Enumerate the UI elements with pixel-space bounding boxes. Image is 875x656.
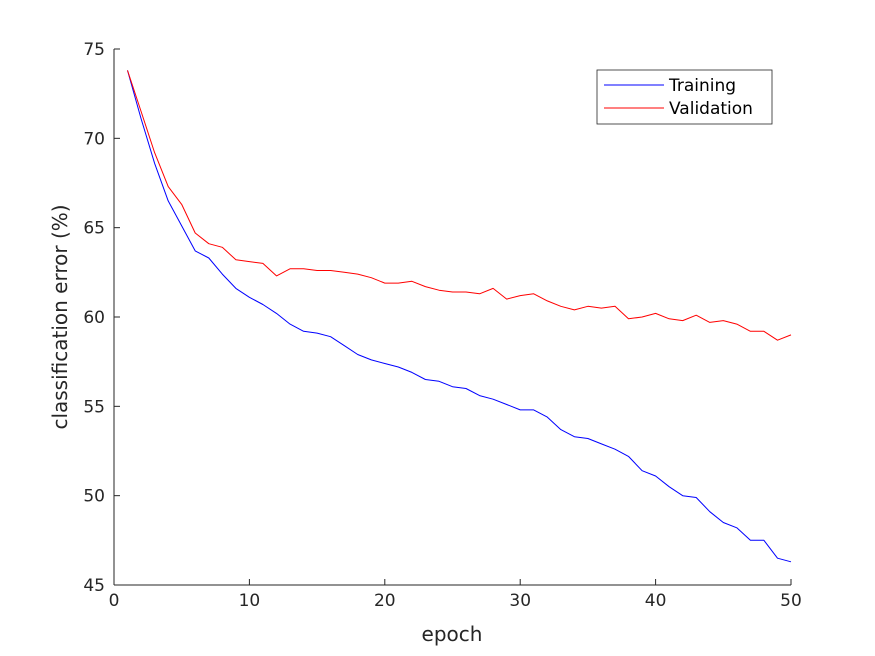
y-tick-label: 75: [83, 40, 105, 60]
series-line-validation: [127, 70, 792, 341]
axes-layer: 0 10 20 30 40 50 45 50 55 60 65 70 75: [83, 40, 801, 611]
x-tick-label: 50: [780, 591, 802, 611]
y-tick-label: 45: [83, 576, 105, 596]
plot-area: [114, 49, 791, 585]
x-axis-title: epoch: [422, 622, 483, 646]
x-tick-label: 30: [509, 591, 531, 611]
y-tick-label: 70: [83, 129, 105, 149]
legend-box: [596, 69, 773, 125]
series-layer: [127, 70, 792, 563]
y-tick-label: 65: [83, 219, 105, 239]
y-axis-title: classification error (%): [48, 204, 72, 429]
legend-label-training: Training: [668, 76, 736, 96]
y-tick-label: 50: [83, 487, 105, 507]
x-tick-label: 40: [645, 591, 667, 611]
x-tick-label: 10: [239, 591, 261, 611]
x-tick-label: 0: [109, 591, 120, 611]
x-tick-label: 20: [374, 591, 396, 611]
legend: Training Validation: [596, 69, 773, 125]
series-line-training: [127, 70, 792, 563]
legend-label-validation: Validation: [669, 99, 753, 119]
y-tick-label: 60: [83, 308, 105, 328]
y-tick-label: 55: [83, 397, 105, 417]
